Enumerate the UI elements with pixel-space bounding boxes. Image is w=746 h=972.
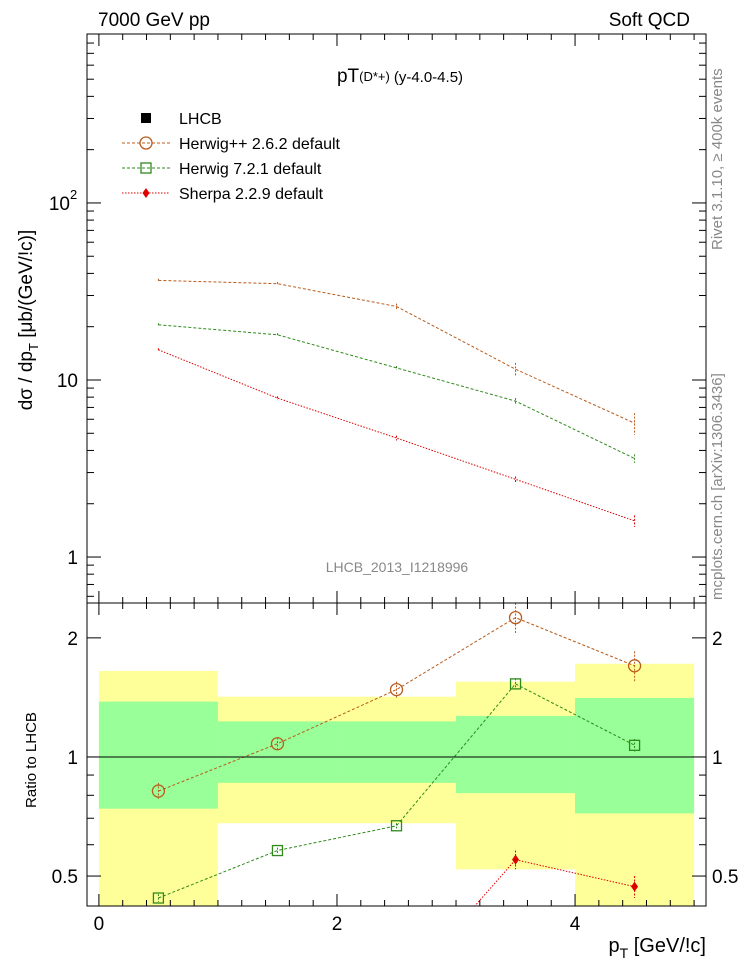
data-point <box>152 892 165 904</box>
data-point <box>270 737 285 751</box>
data-point <box>627 659 642 673</box>
ratio-axes: 0.5 0.5 1 1 2 2 0 2 4 <box>52 602 738 935</box>
legend-label: Herwig 7.2.1 default <box>179 161 322 178</box>
legend-marker <box>141 113 151 123</box>
series-line <box>474 859 635 906</box>
data-point <box>151 784 166 798</box>
ratio-y-tick-label: 0.5 <box>52 867 78 888</box>
series-herwig-7-2-1-default <box>152 678 641 904</box>
mcplots-label: mcplots.cern.ch [arXiv:1306.3436] <box>709 373 726 600</box>
x-tick-label: 4 <box>570 914 581 935</box>
series-line <box>158 617 635 792</box>
series-herwig-2-6-2-default <box>151 603 642 800</box>
ratio-y-tick-label-right: 2 <box>712 629 723 650</box>
legend-marker <box>140 162 152 174</box>
uncertainty-band-inner <box>456 715 576 794</box>
y-tick-label-exponent: 2 <box>70 187 77 202</box>
series-herwig-2-6-2-default <box>157 278 636 435</box>
y-tick-label: 10 <box>57 371 78 392</box>
legend-entry-sherpa-2-2-9-default: Sherpa 2.2.9 default <box>122 186 324 203</box>
ratio-y-tick-label: 2 <box>67 629 78 650</box>
series-line <box>158 349 635 522</box>
data-point <box>628 739 641 751</box>
series-herwig-7-2-1-default <box>157 323 636 463</box>
plot-title: pT(D*+) (y-4.0-4.5) <box>337 66 463 87</box>
uncertainty-band-inner <box>217 721 337 783</box>
legend-marker <box>139 136 153 150</box>
legend-marker <box>142 188 150 198</box>
y-tick-label: 1 <box>67 548 78 569</box>
header-left: 7000 GeV pp <box>98 10 210 31</box>
series-line <box>158 683 635 899</box>
data-point <box>390 820 403 832</box>
x-tick-label: 0 <box>94 914 105 935</box>
series-line <box>158 324 635 459</box>
data-point <box>389 682 404 697</box>
uncertainty-band-inner <box>336 721 457 783</box>
ratio-y-tick-label-right: 0.5 <box>712 867 738 888</box>
series-sherpa-2-2-9-default <box>157 348 636 527</box>
y-tick-label: 10 <box>49 194 70 215</box>
uncertainty-band-inner <box>98 701 218 809</box>
legend: LHCB Herwig++ 2.6.2 default Herwig 7.2.1 d… <box>122 111 341 203</box>
legend-entry-lhcb: LHCB <box>141 111 222 128</box>
series-sherpa-2-2-9-default <box>474 850 639 906</box>
uncertainty-band-inner <box>575 697 695 814</box>
data-point <box>271 844 284 857</box>
x-axis-label: pT [GeV/!c] <box>609 935 707 961</box>
header-right: Soft QCD <box>609 10 690 31</box>
data-point <box>631 881 639 892</box>
main-series-layer <box>157 278 636 527</box>
legend-label: LHCB <box>179 111 222 128</box>
analysis-watermark: LHCB_2013_I1218996 <box>326 559 469 575</box>
ratio-y-tick-label: 1 <box>67 748 78 769</box>
data-point <box>512 854 520 865</box>
ratio-y-axis-label: Ratio to LHCB <box>23 712 40 808</box>
legend-label: Sherpa 2.2.9 default <box>179 186 324 203</box>
data-point <box>508 610 523 625</box>
x-tick-label: 2 <box>332 914 343 935</box>
ratio-plot-area <box>98 663 695 906</box>
rivet-label: Rivet 3.1.10, ≥ 400k events <box>709 68 726 250</box>
ratio-series-layer <box>151 603 642 906</box>
series-line <box>158 279 635 424</box>
legend-label: Herwig++ 2.6.2 default <box>179 136 341 153</box>
legend-entry-herwig-2-6-2-default: Herwig++ 2.6.2 default <box>122 136 341 153</box>
ratio-frame <box>86 602 707 907</box>
ratio-y-tick-label-right: 1 <box>712 748 723 769</box>
legend-entry-herwig-7-2-1-default: Herwig 7.2.1 default <box>122 161 322 178</box>
main-y-axis-label: dσ / dpT [μb/(GeV/!c)] <box>16 230 41 411</box>
data-point <box>509 678 522 690</box>
